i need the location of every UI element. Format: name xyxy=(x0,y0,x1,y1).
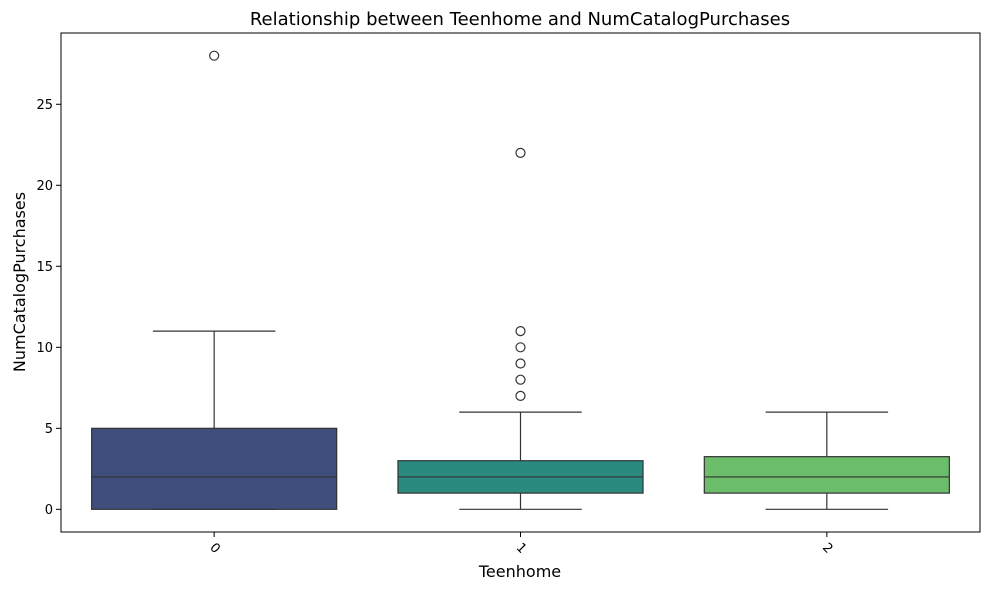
y-tick-label: 0 xyxy=(45,503,53,518)
outlier-point xyxy=(515,342,526,353)
box-2 xyxy=(703,456,950,494)
y-axis-title: NumCatalogPurchases xyxy=(10,192,29,372)
box-0 xyxy=(91,427,338,510)
chart-title: Relationship between Teenhome and NumCat… xyxy=(250,9,790,30)
y-tick-label: 20 xyxy=(36,179,53,194)
plot-frame xyxy=(60,32,981,533)
x-tick-label: 0 xyxy=(206,540,222,556)
y-tick-label: 5 xyxy=(45,422,53,437)
outlier-point xyxy=(209,50,220,61)
x-axis-title: Teenhome xyxy=(478,562,561,581)
plot-area: 0 5 10 15 20 25 0 1 2 xyxy=(36,50,950,557)
y-tick-label: 15 xyxy=(36,260,53,275)
x-tick-label: 1 xyxy=(513,540,529,556)
outlier-point xyxy=(515,358,526,369)
outlier-point xyxy=(515,326,526,337)
y-tick-label: 10 xyxy=(36,341,53,356)
x-tick-label: 2 xyxy=(819,540,835,556)
outlier-point xyxy=(515,390,526,402)
y-tick-label: 25 xyxy=(36,98,53,113)
outlier-point xyxy=(515,147,526,158)
outlier-point xyxy=(515,374,526,385)
